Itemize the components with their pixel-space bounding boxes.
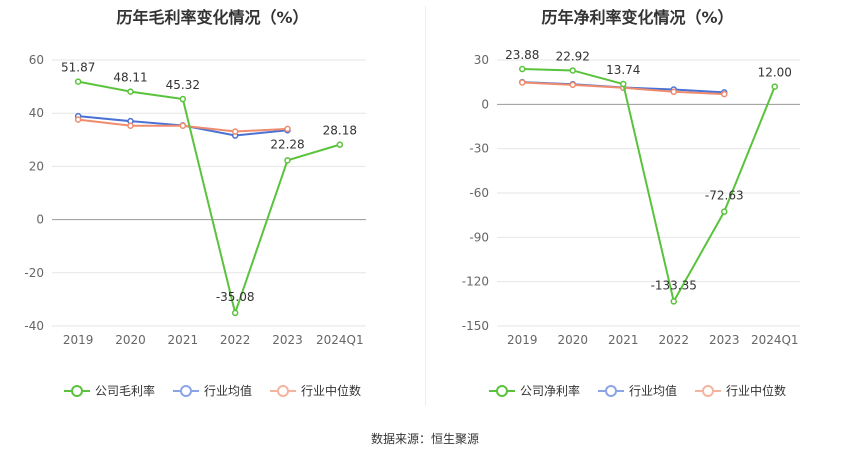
- data-label: 22.92: [556, 49, 590, 63]
- data-label: 48.11: [113, 71, 147, 85]
- data-point: [670, 298, 677, 305]
- data-label: 22.28: [270, 137, 304, 151]
- net-margin-chart: 30 0 -30 -60 -90 -120 -150 2019 2020 2021 2022 2023…: [462, 48, 800, 347]
- data-label: -72.63: [705, 189, 744, 203]
- x-tick-label: 2019: [63, 333, 94, 347]
- y-tick-label: -120: [462, 275, 489, 289]
- gross-margin-panel: 历年毛利率变化情况（%） 60 40 20 0 -20 -40 2019 2020 2021 20…: [0, 0, 425, 420]
- data-point: [284, 125, 291, 133]
- y-tick-label: 0: [36, 213, 44, 227]
- data-label: 28.18: [323, 124, 357, 138]
- legend-label: 行业均值: [203, 384, 252, 398]
- panel-divider: [425, 6, 426, 406]
- data-label: 23.88: [505, 48, 539, 62]
- x-tick-label: 2022: [658, 333, 689, 347]
- legend-item-company[interactable]: 公司净利率: [488, 382, 580, 399]
- data-point: [519, 79, 526, 86]
- x-tick-label: 2020: [557, 333, 588, 347]
- data-point: [620, 80, 627, 88]
- legend-median-marker-icon: [270, 384, 296, 398]
- y-tick-label: -150: [462, 319, 489, 333]
- y-tick-label: -20: [24, 266, 44, 280]
- legend-average-marker-icon: [172, 384, 199, 398]
- legend-item-median[interactable]: 行业中位数: [695, 382, 786, 399]
- x-tick-label: 2021: [608, 333, 639, 347]
- data-point: [127, 122, 134, 129]
- data-source: 数据来源：恒生聚源: [370, 432, 479, 446]
- data-label: 13.74: [606, 63, 640, 77]
- legend-average-marker-icon: [597, 384, 624, 398]
- legend-item-company[interactable]: 公司毛利率: [63, 382, 155, 399]
- chart-title: 历年毛利率变化情况（%）: [116, 8, 309, 27]
- x-tick-label: 2019: [507, 333, 538, 347]
- data-label: 12.00: [758, 66, 792, 80]
- legend-label: 公司净利率: [519, 384, 580, 398]
- chart-title: 历年净利率变化情况（%）: [541, 8, 734, 27]
- x-tick-label: 2024Q1: [316, 333, 364, 347]
- data-point: [670, 88, 677, 96]
- x-tick-label: 2021: [168, 333, 199, 347]
- legend-label: 公司毛利率: [94, 384, 155, 398]
- y-tick-label: -90: [469, 230, 489, 244]
- legend-label: 行业均值: [628, 384, 677, 398]
- data-point: [179, 95, 187, 103]
- y-tick-label: -30: [469, 142, 489, 156]
- legend-label: 行业中位数: [301, 384, 362, 398]
- data-point: [336, 141, 344, 148]
- y-tick-label: 30: [474, 53, 489, 67]
- x-tick-label: 2023: [272, 333, 303, 347]
- legend: 公司毛利率 行业均值 行业中位数: [0, 382, 425, 399]
- legend-item-median[interactable]: 行业中位数: [270, 382, 361, 399]
- legend-item-average[interactable]: 行业均值: [172, 382, 252, 399]
- data-point: [74, 116, 82, 123]
- y-tick-label: 0: [481, 97, 489, 111]
- data-point: [231, 309, 239, 317]
- y-tick-label: -40: [24, 319, 44, 333]
- series-line: [522, 68, 776, 305]
- data-point: [569, 81, 576, 89]
- data-point: [569, 67, 576, 74]
- data-point: [721, 90, 728, 98]
- legend: 公司净利率 行业均值 行业中位数: [425, 382, 850, 399]
- data-label: 45.32: [166, 78, 200, 92]
- legend-company-marker-icon: [488, 384, 515, 398]
- y-tick-label: 60: [29, 53, 44, 67]
- legend-company-marker-icon: [63, 384, 90, 398]
- data-label: -35.08: [216, 290, 255, 304]
- data-point: [519, 65, 526, 73]
- legend-item-average[interactable]: 行业均值: [597, 382, 677, 399]
- x-tick-label: 2023: [709, 333, 740, 347]
- data-point: [284, 157, 291, 164]
- x-tick-label: 2024Q1: [751, 333, 799, 347]
- data-point: [179, 122, 187, 129]
- gross-margin-chart: 60 40 20 0 -20 -40 2019 2020 2021 2022 2023 2024Q1 5…: [24, 53, 366, 347]
- net-margin-panel: 历年净利率变化情况（%） 30 0 -30 -60 -90 -120 -150 2019 202…: [425, 0, 850, 420]
- data-label: 51.87: [61, 61, 95, 75]
- y-tick-label: 40: [29, 106, 44, 120]
- legend-median-marker-icon: [695, 384, 721, 398]
- data-point: [771, 83, 778, 90]
- data-label: -133.35: [651, 278, 697, 292]
- data-point: [127, 88, 134, 95]
- data-point: [231, 128, 239, 135]
- x-tick-label: 2022: [220, 333, 251, 347]
- data-point: [721, 208, 728, 215]
- legend-label: 行业中位数: [726, 384, 787, 398]
- y-tick-label: 20: [29, 159, 44, 173]
- y-tick-label: -60: [469, 186, 489, 200]
- x-tick-label: 2020: [115, 333, 146, 347]
- series-line: [77, 80, 341, 317]
- data-point: [74, 78, 82, 85]
